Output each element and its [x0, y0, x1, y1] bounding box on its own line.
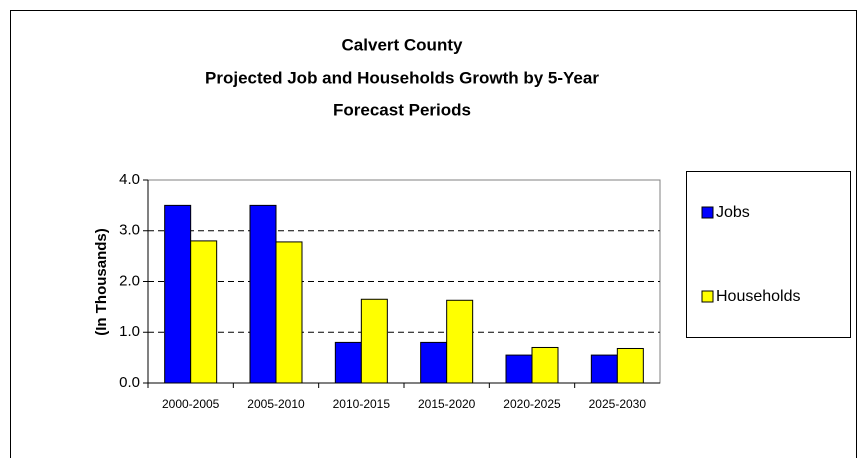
chart-title: Forecast Periods [333, 100, 471, 119]
x-tick-label: 2000-2005 [162, 397, 220, 411]
y-tick-label: 4.0 [119, 171, 140, 188]
bar [249, 204, 277, 384]
chart-title: Projected Job and Households Growth by 5… [205, 68, 599, 87]
x-tick-label: 2015-2020 [418, 397, 476, 411]
legend-swatch [701, 290, 714, 303]
bar [531, 346, 559, 384]
y-tick-label: 0.0 [119, 374, 140, 391]
bar [275, 241, 303, 384]
bar [616, 347, 644, 384]
bar [420, 341, 448, 384]
legend-label: Jobs [716, 204, 750, 221]
x-tick-label: 2020-2025 [503, 397, 561, 411]
x-tick-label: 2010-2015 [333, 397, 391, 411]
bar [334, 341, 362, 384]
legend-label: Households [716, 288, 801, 305]
x-tick-label: 2005-2010 [247, 397, 305, 411]
legend [686, 171, 851, 338]
y-tick-label: 2.0 [119, 272, 140, 289]
x-tick-label: 2025-2030 [589, 397, 647, 411]
bar [190, 240, 218, 384]
y-tick-label: 1.0 [119, 323, 140, 340]
bar [164, 204, 192, 384]
chart-title: Calvert County [342, 35, 463, 54]
bar [360, 298, 388, 384]
y-axis-label: (In Thousands) [93, 228, 110, 336]
bar [590, 354, 618, 384]
y-tick-label: 3.0 [119, 222, 140, 239]
bar [505, 354, 533, 384]
bar [446, 299, 474, 384]
legend-swatch [701, 206, 714, 219]
